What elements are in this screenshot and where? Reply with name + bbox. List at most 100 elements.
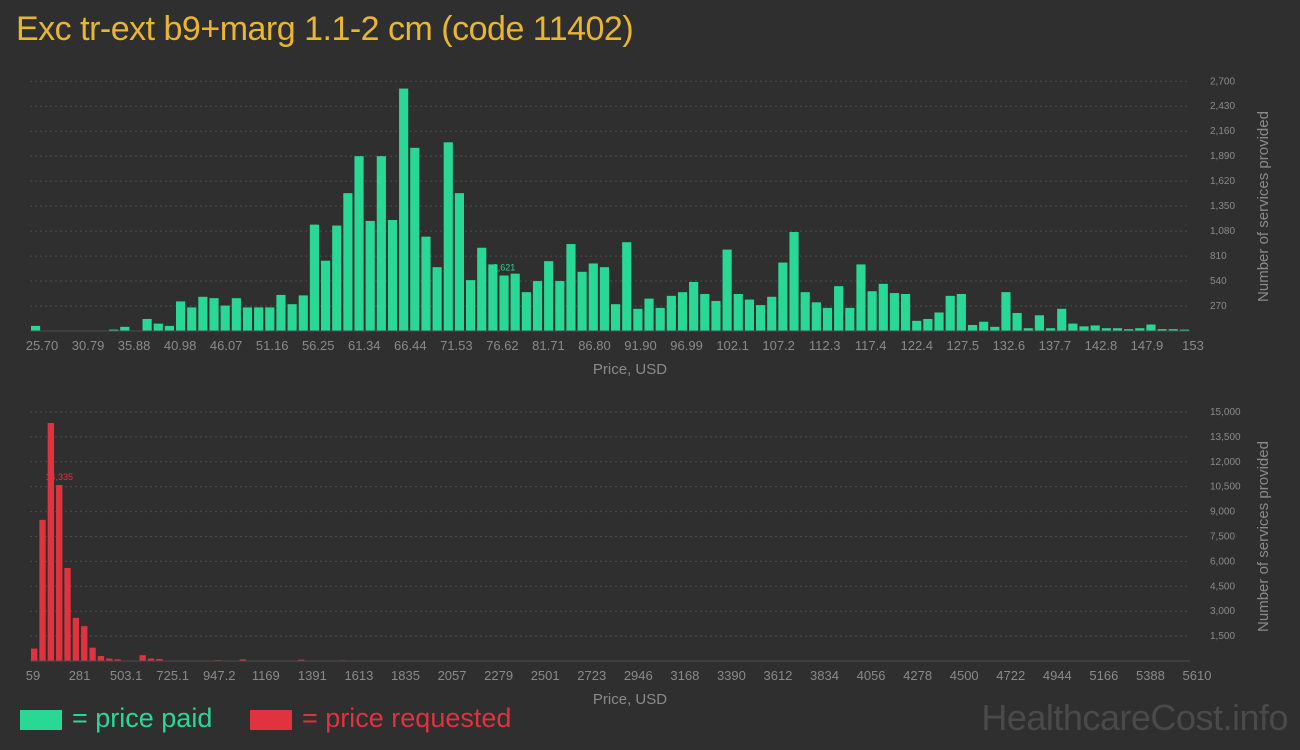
x-tick-label: 3168 (670, 668, 699, 683)
x-tick-label: 81.71 (532, 338, 565, 353)
bar (1090, 325, 1100, 331)
x-tick-label: 142.8 (1085, 338, 1118, 353)
y-axis-title: Number of services provided (1255, 111, 1272, 302)
bar (800, 292, 810, 331)
bar (1068, 323, 1078, 331)
bar (198, 296, 208, 331)
y-tick-label: 4,500 (1210, 581, 1235, 592)
y-tick-label: 1,890 (1210, 151, 1235, 162)
bar (443, 142, 453, 331)
x-tick-label: 2501 (531, 668, 560, 683)
bar (106, 658, 113, 661)
bar (711, 300, 721, 331)
page-title: Exc tr-ext b9+marg 1.1-2 cm (code 11402) (16, 10, 634, 48)
x-tick-label: 66.44 (394, 338, 427, 353)
x-tick-label: 4500 (950, 668, 979, 683)
bar (655, 307, 665, 331)
x-tick-label: 132.6 (993, 338, 1026, 353)
x-tick-label: 2057 (438, 668, 467, 683)
legend-requested-label: = price requested (302, 703, 512, 733)
bar (365, 220, 375, 331)
peak-value-label: 14,335 (45, 472, 73, 482)
y-tick-label: 2,430 (1210, 101, 1235, 112)
bar (72, 617, 80, 661)
bar (1023, 328, 1033, 331)
bar (231, 298, 241, 331)
bar (867, 291, 877, 331)
bar (97, 656, 105, 661)
bar (89, 647, 96, 661)
bar (309, 224, 319, 331)
bar (164, 325, 174, 331)
bar (822, 307, 833, 331)
bar (276, 294, 286, 331)
bar (343, 193, 353, 331)
bar (544, 261, 554, 331)
bar (1124, 329, 1134, 331)
y-tick-label: 7,500 (1210, 531, 1235, 542)
x-tick-label: 127.5 (947, 338, 980, 353)
bar (912, 320, 922, 331)
bar (114, 659, 121, 661)
bar (577, 271, 587, 331)
bar (1101, 328, 1111, 331)
x-tick-label: 4722 (996, 668, 1025, 683)
x-tick-label: 3390 (717, 668, 746, 683)
x-tick-label: 725.1 (156, 668, 189, 683)
bar (566, 244, 576, 331)
bar (889, 293, 899, 331)
bar (811, 302, 821, 331)
x-tick-label: 59 (26, 668, 40, 683)
paid-price-histogram: 270 540 810 1,080 1,350 1,620 1,890 2,160 2,430 2… (26, 76, 1272, 378)
x-tick-label: 86.80 (578, 338, 611, 353)
x-tick-label: 3612 (763, 668, 792, 683)
bar (220, 305, 230, 331)
legend-requested-swatch (250, 710, 292, 730)
bar (454, 193, 464, 331)
x-tick-label: 30.79 (72, 338, 105, 353)
x-tick-label: 4278 (903, 668, 932, 683)
x-tick-label: 1613 (344, 668, 373, 683)
bar (733, 294, 743, 331)
bar (499, 275, 509, 331)
bar (287, 304, 297, 331)
bar (689, 281, 699, 331)
bar (1135, 328, 1145, 331)
y-tick-label: 810 (1210, 251, 1227, 262)
x-tick-label: 40.98 (164, 338, 197, 353)
bar (176, 301, 186, 331)
y-tick-label: 12,000 (1210, 457, 1241, 468)
bar (789, 232, 799, 331)
y-tick-label: 1,080 (1210, 226, 1235, 237)
x-tick-label: 35.88 (118, 338, 151, 353)
x-tick-label: 25.70 (26, 338, 59, 353)
bar (1157, 329, 1167, 331)
bar (47, 423, 55, 661)
bar (622, 242, 632, 331)
x-tick-label: 1169 (252, 668, 280, 683)
x-tick-label: 503.1 (110, 668, 143, 683)
bar (1012, 312, 1022, 331)
bar (432, 267, 442, 331)
bar (466, 280, 476, 331)
bar (1079, 326, 1089, 331)
bar (845, 307, 855, 331)
x-tick-label: 1835 (391, 668, 420, 683)
bar (878, 283, 888, 331)
bar (139, 655, 146, 661)
bar (934, 312, 944, 331)
bar (31, 648, 38, 661)
x-tick-label: 96.99 (670, 338, 703, 353)
x-tick-label: 281 (69, 668, 91, 683)
bar (254, 307, 264, 331)
x-tick-label: 137.7 (1039, 338, 1072, 353)
bar (744, 299, 754, 331)
bar (756, 305, 766, 331)
y-tick-label: 2,700 (1210, 76, 1235, 87)
bar (990, 326, 1000, 331)
legend-paid-label: = price paid (72, 703, 213, 733)
x-tick-label: 147.9 (1131, 338, 1164, 353)
bar (399, 88, 409, 331)
y-tick-label: 1,500 (1210, 631, 1235, 642)
y-tick-label: 1,620 (1210, 176, 1235, 187)
